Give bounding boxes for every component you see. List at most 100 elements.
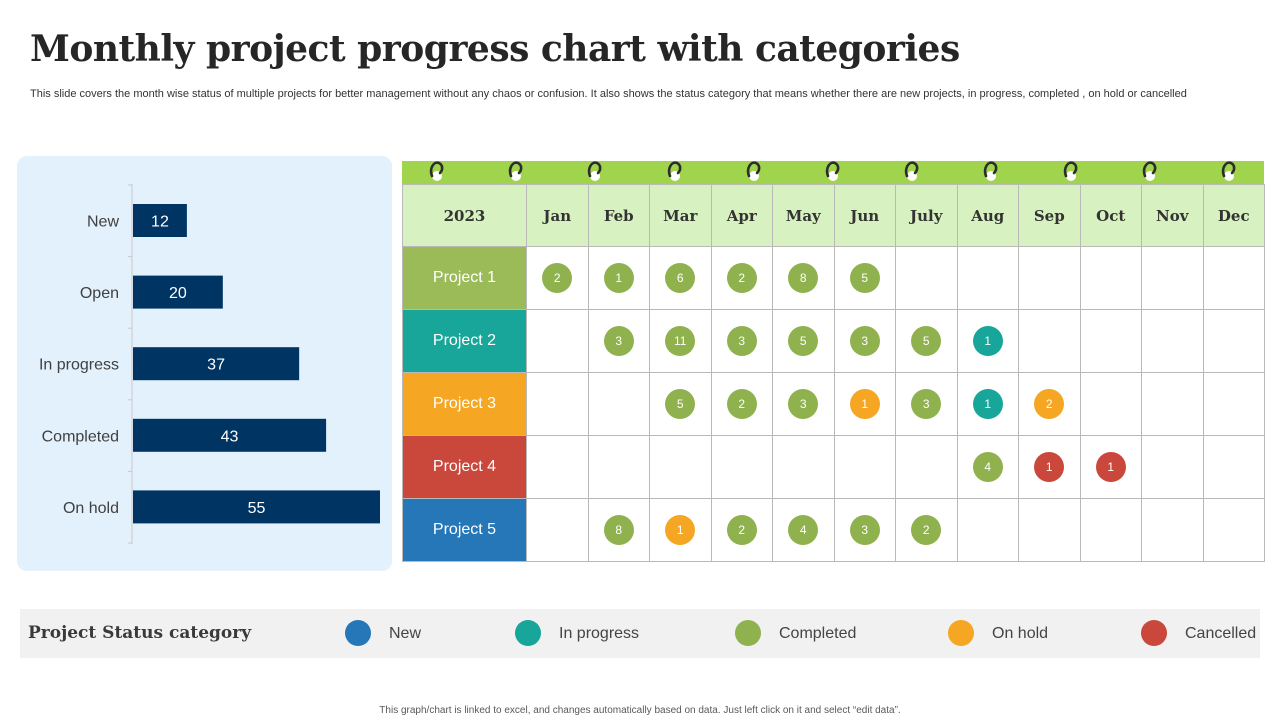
calendar-cell bbox=[1141, 372, 1204, 436]
legend-label: On hold bbox=[992, 625, 1049, 642]
binder-ring-icon bbox=[666, 160, 684, 186]
project-calendar: 2023 Jan Feb Mar Apr May Jun July Aug Sep Oct Nov De… bbox=[402, 160, 1265, 563]
calendar-cell: 1 bbox=[956, 372, 1019, 436]
status-dot-completed: 5 bbox=[665, 389, 696, 419]
month-header-dec: Dec bbox=[1202, 184, 1265, 247]
bar-value-label: 37 bbox=[207, 357, 225, 374]
month-header-oct: Oct bbox=[1079, 184, 1142, 247]
bar-category-label: New bbox=[87, 214, 119, 231]
calendar-cell: 1 bbox=[1018, 435, 1081, 499]
legend-color-dot bbox=[345, 620, 371, 646]
calendar-cell bbox=[526, 498, 589, 562]
month-header-july: July bbox=[895, 184, 958, 247]
calendar-cell bbox=[1141, 435, 1204, 499]
binder-ring-icon bbox=[745, 160, 763, 186]
calendar-cell bbox=[1141, 498, 1204, 562]
legend-color-dot bbox=[515, 620, 541, 646]
month-header-may: May bbox=[772, 184, 835, 247]
status-dot-completed: 4 bbox=[788, 515, 819, 545]
calendar-cell: 3 bbox=[710, 309, 773, 373]
calendar-cell: 8 bbox=[587, 498, 650, 562]
page-title: Monthly project progress chart with cate… bbox=[30, 28, 960, 70]
bar-completed bbox=[133, 418, 327, 452]
calendar-cell: 5 bbox=[833, 246, 896, 310]
status-dot-completed: 5 bbox=[788, 326, 819, 356]
status-dot-completed: 2 bbox=[726, 515, 757, 545]
bar-value-label: 20 bbox=[169, 285, 187, 302]
calendar-cell: 4 bbox=[956, 435, 1019, 499]
project-label: Project 5 bbox=[402, 498, 527, 562]
project-label: Project 4 bbox=[402, 435, 527, 499]
calendar-cell: 3 bbox=[895, 372, 958, 436]
calendar-cell: 2 bbox=[895, 498, 958, 562]
legend-title: Project Status category bbox=[28, 623, 252, 643]
calendar-cell bbox=[587, 372, 650, 436]
bar-on-hold bbox=[133, 490, 380, 524]
calendar-cell: 1 bbox=[587, 246, 650, 310]
status-dot-completed: 11 bbox=[665, 326, 696, 356]
calendar-cell bbox=[649, 435, 712, 499]
calendar-cell bbox=[710, 435, 773, 499]
calendar-cell: 1 bbox=[833, 372, 896, 436]
project-row: Project 2 3 11 3 5 3 5 1 bbox=[402, 309, 1265, 373]
calendar-cell bbox=[956, 498, 1019, 562]
calendar-cell: 2 bbox=[710, 246, 773, 310]
status-dot-on-hold: 1 bbox=[849, 389, 880, 419]
bar-in-progress bbox=[133, 347, 300, 381]
calendar-year-header: 2023 bbox=[402, 184, 527, 247]
bar-value-label: 12 bbox=[151, 214, 169, 231]
calendar-cell: 3 bbox=[587, 309, 650, 373]
binder-ring-icon bbox=[1220, 160, 1238, 186]
calendar-cell: 5 bbox=[649, 372, 712, 436]
bar-value-label: 55 bbox=[248, 500, 266, 517]
legend-label: Cancelled bbox=[1185, 625, 1257, 642]
calendar-cell bbox=[1202, 435, 1265, 499]
month-header-sep: Sep bbox=[1018, 184, 1081, 247]
status-dot-completed: 8 bbox=[603, 515, 634, 545]
status-dot-completed: 3 bbox=[603, 326, 634, 356]
project-label: Project 1 bbox=[402, 246, 527, 310]
bar-category-label: Open bbox=[80, 285, 119, 302]
status-dot-on-hold: 1 bbox=[665, 515, 696, 545]
binder-ring-icon bbox=[903, 160, 921, 186]
status-dot-in-progress: 1 bbox=[972, 389, 1003, 419]
status-dot-completed: 5 bbox=[911, 326, 942, 356]
binder-ring-icon bbox=[586, 160, 604, 186]
calendar-cell: 2 bbox=[526, 246, 589, 310]
binder-ring-icon bbox=[428, 160, 446, 186]
calendar-cell: 5 bbox=[895, 309, 958, 373]
status-dot-completed: 3 bbox=[849, 326, 880, 356]
month-header-apr: Apr bbox=[710, 184, 773, 247]
bar-category-label: On hold bbox=[63, 500, 119, 517]
binder-ring-icon bbox=[982, 160, 1000, 186]
calendar-cell: 6 bbox=[649, 246, 712, 310]
status-dot-in-progress: 1 bbox=[972, 326, 1003, 356]
legend-label: New bbox=[389, 625, 422, 642]
bar-value-label: 43 bbox=[221, 428, 239, 445]
calendar-cell: 3 bbox=[772, 372, 835, 436]
calendar-cell bbox=[1079, 498, 1142, 562]
bar-open bbox=[133, 275, 223, 309]
month-header-jan: Jan bbox=[526, 184, 589, 247]
status-dot-completed: 3 bbox=[788, 389, 819, 419]
calendar-cell bbox=[1202, 246, 1265, 310]
bar-new bbox=[133, 204, 187, 237]
status-dot-on-hold: 2 bbox=[1034, 389, 1065, 419]
calendar-cell bbox=[1141, 309, 1204, 373]
calendar-cell: 3 bbox=[833, 498, 896, 562]
status-dot-cancelled: 1 bbox=[1095, 452, 1126, 482]
calendar-cell bbox=[526, 372, 589, 436]
calendar-cell bbox=[956, 246, 1019, 310]
binder-ring-icon bbox=[1141, 160, 1159, 186]
month-header-mar: Mar bbox=[649, 184, 712, 247]
status-dot-completed: 1 bbox=[603, 263, 634, 293]
calendar-cell bbox=[526, 309, 589, 373]
bar-category-label: Completed bbox=[42, 428, 119, 445]
month-header-feb: Feb bbox=[587, 184, 650, 247]
status-dot-completed: 2 bbox=[911, 515, 942, 545]
calendar-cell bbox=[895, 246, 958, 310]
